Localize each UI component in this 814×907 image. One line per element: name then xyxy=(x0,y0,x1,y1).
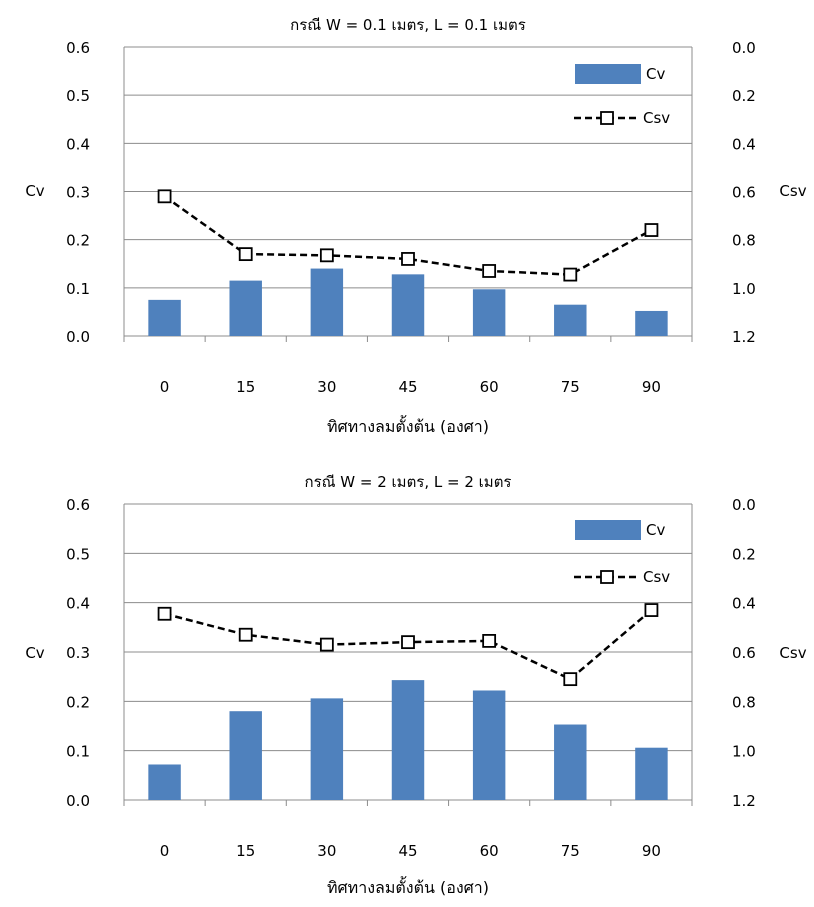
bar-cv xyxy=(554,304,587,336)
bar-cv xyxy=(472,289,506,336)
legend-label-cv: Cv xyxy=(646,65,665,83)
y-right-tick-label: 0.6 xyxy=(732,184,756,202)
y-right-tick-label: 0.2 xyxy=(732,545,756,563)
x-tick-label: 90 xyxy=(642,842,661,860)
y-left-tick-label: 0.5 xyxy=(66,545,90,563)
bar-cv xyxy=(391,680,425,800)
bar-cv xyxy=(229,711,262,800)
y-right-tick-label: 0.2 xyxy=(732,87,756,105)
x-tick-label: 15 xyxy=(236,378,255,396)
bar-cv xyxy=(310,268,344,336)
y-left-tick-label: 0.6 xyxy=(66,496,90,514)
marker-csv xyxy=(238,627,253,642)
marker-csv xyxy=(157,189,172,204)
bar-cv xyxy=(635,747,668,800)
bar-cv xyxy=(229,280,262,336)
marker-csv xyxy=(482,634,497,648)
legend-label-csv: Csv xyxy=(643,568,670,586)
legend-label-cv: Cv xyxy=(646,521,665,539)
marker-csv xyxy=(319,637,334,652)
y-left-tick-label: 0.5 xyxy=(66,87,90,105)
marker-csv xyxy=(482,264,497,278)
bar-cv xyxy=(472,690,506,800)
bar-cv xyxy=(310,698,344,800)
y-left-axis-label: Cv xyxy=(25,182,44,200)
y-left-tick-label: 0.3 xyxy=(66,184,90,202)
chart-1: กรณี W = 0.1 เมตร, L = 0.1 เมตร 0.0 0.1 0.2… xyxy=(25,16,806,436)
legend-swatch-cv xyxy=(575,520,641,540)
x-tick-label: 75 xyxy=(561,378,580,396)
y-right-tick-label: 0.4 xyxy=(732,595,756,613)
y-right-tick-label: 0.0 xyxy=(732,496,756,514)
marker-csv xyxy=(401,252,415,266)
x-tick-label: 90 xyxy=(642,378,661,396)
marker-csv xyxy=(157,606,172,621)
marker-csv xyxy=(563,267,578,282)
x-tick-label: 75 xyxy=(561,842,580,860)
x-tick-label: 0 xyxy=(160,842,170,860)
y-left-tick-label: 0.0 xyxy=(66,328,90,346)
y-left-tick-label: 0.0 xyxy=(66,792,90,810)
y-left-tick-label: 0.2 xyxy=(66,693,90,711)
y-right-axis-label: Csv xyxy=(779,644,806,662)
y-right-tick-label: 1.0 xyxy=(732,280,756,298)
y-left-tick-label: 0.2 xyxy=(66,232,90,250)
y-left-tick-label: 0.3 xyxy=(66,644,90,662)
marker-csv xyxy=(644,603,659,617)
y-right-tick-label: 0.8 xyxy=(732,693,756,711)
marker-csv xyxy=(401,635,415,650)
y-right-tick-label: 0.0 xyxy=(732,39,756,57)
x-tick-label: 15 xyxy=(236,842,255,860)
x-tick-label: 30 xyxy=(317,378,336,396)
y-left-tick-label: 0.1 xyxy=(66,280,90,298)
bar-cv xyxy=(148,764,181,800)
y-right-tick-label: 0.4 xyxy=(732,135,756,153)
marker-csv xyxy=(238,247,253,262)
x-tick-label: 30 xyxy=(317,842,336,860)
y-left-tick-label: 0.4 xyxy=(66,595,90,613)
marker-csv xyxy=(644,223,659,237)
x-tick-label: 45 xyxy=(398,842,417,860)
bar-cv xyxy=(148,299,181,336)
x-axis-label: ทิศทางลมตั้งต้น (องศา) xyxy=(327,415,489,436)
marker-csv xyxy=(563,672,578,687)
bar-cv xyxy=(635,310,668,336)
y-right-tick-label: 1.2 xyxy=(732,792,756,810)
y-left-axis-label: Cv xyxy=(25,644,44,662)
legend-marker-csv xyxy=(600,111,614,125)
y-left-tick-label: 0.6 xyxy=(66,39,90,57)
bar-cv xyxy=(391,274,425,336)
x-tick-label: 60 xyxy=(480,378,499,396)
y-right-axis-label: Csv xyxy=(779,182,806,200)
x-axis-label: ทิศทางลมตั้งต้น (องศา) xyxy=(327,876,489,897)
legend-marker-csv xyxy=(600,570,614,584)
y-right-tick-label: 1.2 xyxy=(732,328,756,346)
x-tick-label: 0 xyxy=(160,378,170,396)
x-tick-label: 60 xyxy=(480,842,499,860)
legend-label-csv: Csv xyxy=(643,109,670,127)
x-tick-label: 45 xyxy=(398,378,417,396)
y-right-tick-label: 1.0 xyxy=(732,743,756,761)
legend-swatch-cv xyxy=(575,64,641,84)
y-left-tick-label: 0.4 xyxy=(66,135,90,153)
y-right-tick-label: 0.6 xyxy=(732,644,756,662)
y-left-tick-label: 0.1 xyxy=(66,743,90,761)
y-right-tick-label: 0.8 xyxy=(732,232,756,250)
bar-cv xyxy=(554,724,587,800)
chart-2: กรณี W = 2 เมตร, L = 2 เมตร 0.0 0.1 0.2 0.3 0… xyxy=(25,473,806,897)
chart-title: กรณี W = 0.1 เมตร, L = 0.1 เมตร xyxy=(290,16,526,34)
chart-title: กรณี W = 2 เมตร, L = 2 เมตร xyxy=(304,473,511,491)
marker-csv xyxy=(319,248,334,263)
